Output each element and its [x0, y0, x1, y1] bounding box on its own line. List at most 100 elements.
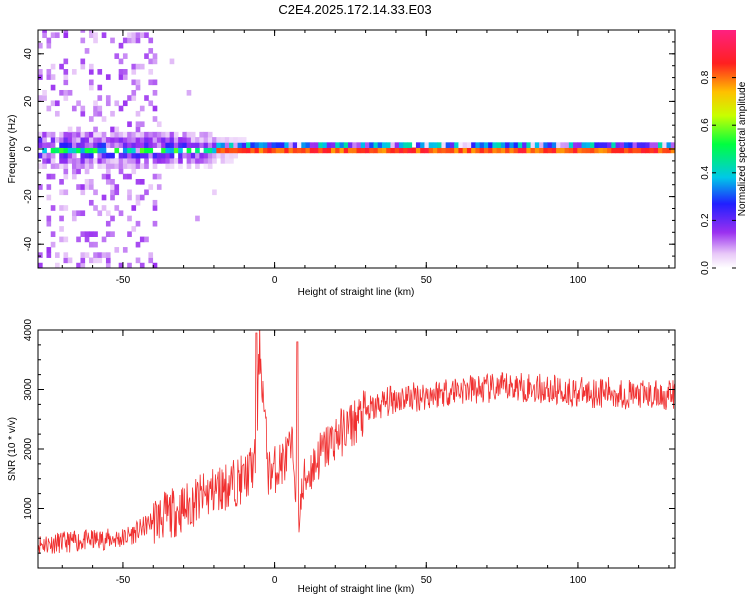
spectrogram-cell [381, 142, 387, 148]
spectrogram-cell [131, 95, 137, 101]
spectrogram-cell [203, 131, 209, 138]
spectrogram-cell [615, 147, 621, 154]
spectrogram-cell [93, 32, 98, 39]
spectrogram-cell [122, 173, 128, 180]
spectrogram-cell [297, 142, 302, 148]
spectrogram-cell [110, 131, 115, 138]
spectrogram-cell [122, 74, 128, 80]
spectrogram-cell [305, 147, 311, 154]
spectrogram-cell [135, 37, 141, 44]
spectrogram-cell [122, 247, 128, 253]
spectrogram-cell [63, 74, 69, 80]
spectrogram-cell [88, 142, 94, 148]
spectrogram-cell [101, 32, 107, 39]
spectrogram-cell [394, 142, 400, 148]
spectrogram-cell [207, 142, 213, 148]
spectrogram-cell [152, 152, 158, 159]
spectrogram-cell [263, 142, 268, 148]
spectrogram-cell [38, 137, 43, 143]
spectrogram-cell [46, 105, 52, 112]
spectrogram-cell [84, 252, 90, 258]
spectrogram-cell [352, 142, 357, 148]
spectrogram-cell [118, 58, 124, 65]
spectrogram-cell [156, 158, 162, 164]
spectrogram-cell [80, 105, 86, 112]
spectrogram-cell [127, 137, 132, 143]
spectrogram-cell [517, 147, 523, 154]
spectrogram-cell [148, 100, 154, 107]
spectrogram-cell [54, 163, 60, 169]
spectrogram-cell [63, 158, 69, 164]
spectrogram-cell [195, 147, 200, 154]
spectrogram-cell [135, 121, 141, 128]
spectrogram-cell [122, 147, 128, 154]
spectrogram-cell [59, 131, 64, 138]
spectrogram-cell [114, 53, 120, 59]
spectrogram-cell [173, 137, 179, 143]
spectrogram-cell [84, 184, 90, 190]
spectrogram-cell [598, 147, 604, 154]
spectrogram-cell [547, 142, 553, 148]
spectrogram-cell [110, 142, 115, 148]
spectrogram-cell [539, 147, 544, 154]
spectrogram-cells [38, 30, 675, 268]
spectrogram-x-tick-label: -50 [116, 275, 131, 286]
spectrogram-cell [38, 69, 43, 75]
spectrogram-cell [224, 147, 230, 154]
spectrogram-cell [220, 137, 226, 143]
spectrogram-cell [127, 142, 132, 148]
spectrogram-x-tick-label: 50 [421, 275, 433, 286]
spectrogram-cell [407, 147, 413, 154]
spectrogram-cell [454, 142, 459, 148]
spectrogram-cell [224, 158, 230, 164]
spectrogram-cell [67, 89, 73, 96]
spectrogram-cell [97, 137, 103, 143]
spectrogram-cell [212, 142, 217, 148]
spectrogram-cell [50, 74, 56, 80]
spectrogram-cell [71, 215, 77, 222]
spectrogram-cell [71, 163, 77, 169]
spectrogram-cell [97, 210, 103, 217]
spectrogram-cell [110, 163, 115, 169]
spectrogram-cell [144, 137, 149, 143]
spectrogram-cell [80, 262, 86, 268]
spectrogram-cell [169, 163, 175, 169]
spectrogram-cell [139, 32, 145, 39]
spectrogram-cell [101, 158, 107, 164]
spectrogram-cell [186, 142, 192, 148]
spectrogram-cell [348, 147, 353, 154]
spectrogram-cell [97, 158, 103, 164]
spectrogram-cell [161, 131, 166, 138]
spectrogram-cell [114, 163, 120, 169]
spectrogram-cell [250, 142, 255, 148]
spectrogram-cell [220, 158, 226, 164]
spectrogram-cell [114, 205, 120, 211]
spectrogram-cell [156, 131, 162, 138]
spectrogram-cell [46, 252, 52, 258]
spectrogram-cell [135, 241, 141, 248]
spectrogram-cell [84, 147, 90, 154]
spectrogram-cell [88, 257, 94, 264]
spectrogram-cell [186, 147, 192, 154]
spectrogram-cell [127, 131, 132, 138]
spectrogram-cell [212, 137, 217, 143]
spectrogram-cell [110, 137, 115, 143]
spectrogram-cell [38, 262, 43, 268]
spectrogram-cell [127, 163, 132, 169]
spectrogram-cell [127, 231, 132, 237]
spectrogram-cell [148, 131, 154, 138]
spectrogram-cell [483, 147, 489, 154]
spectrogram-cell [50, 142, 56, 148]
spectrogram-cell [152, 116, 158, 122]
spectrogram-cell [122, 142, 128, 148]
spectrogram-cell [38, 252, 43, 258]
spectrogram-cell [131, 163, 137, 169]
spectrogram-cell [509, 147, 515, 154]
spectrogram-cell [471, 142, 476, 148]
spectrogram-cell [628, 142, 633, 148]
spectrogram-cell [131, 158, 137, 164]
spectrogram-cell [122, 137, 128, 143]
spectrogram-cell [335, 142, 340, 148]
spectrogram-cell [156, 121, 162, 128]
